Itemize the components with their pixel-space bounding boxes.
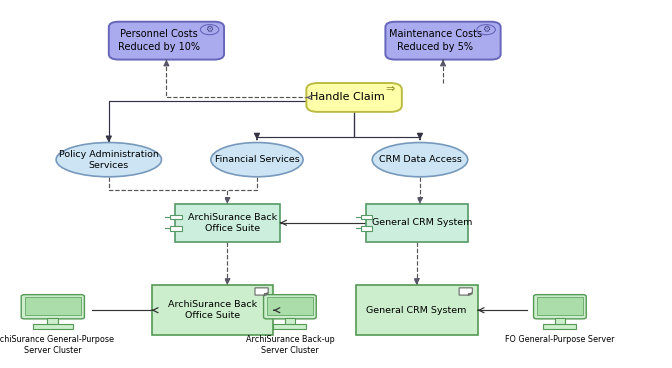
Text: ⚙: ⚙ (482, 25, 490, 34)
FancyBboxPatch shape (306, 83, 402, 112)
Bar (274, 324, 306, 329)
Bar (537, 297, 583, 315)
Bar (555, 318, 564, 325)
Bar (47, 318, 58, 325)
Polygon shape (263, 293, 268, 295)
Bar (33, 324, 73, 329)
Text: Handle Claim: Handle Claim (310, 92, 385, 102)
Bar (175, 204, 280, 242)
FancyBboxPatch shape (109, 22, 224, 60)
Bar (171, 215, 181, 219)
Text: Personnel Costs
Reduced by 10%: Personnel Costs Reduced by 10% (118, 29, 200, 52)
Bar (544, 324, 577, 329)
Bar (362, 215, 372, 219)
FancyBboxPatch shape (385, 22, 501, 60)
Bar (355, 285, 478, 336)
Polygon shape (468, 293, 472, 295)
Ellipse shape (211, 142, 303, 177)
Text: ArchiSurance Back
Office Suite: ArchiSurance Back Office Suite (168, 300, 257, 320)
Text: CRM Data Access: CRM Data Access (378, 155, 462, 164)
Text: General CRM System: General CRM System (366, 306, 467, 315)
Bar (24, 297, 81, 315)
Bar (362, 226, 372, 231)
Bar (171, 226, 181, 231)
Text: Financial Services: Financial Services (214, 155, 299, 164)
Polygon shape (459, 288, 472, 295)
FancyBboxPatch shape (263, 295, 317, 319)
Text: General CRM System: General CRM System (372, 218, 472, 227)
Text: ⇒: ⇒ (385, 85, 394, 95)
Text: Policy Administration
Services: Policy Administration Services (59, 150, 159, 170)
Bar (267, 297, 313, 315)
Ellipse shape (372, 142, 468, 177)
Text: ArchiSurance Back
Office Suite: ArchiSurance Back Office Suite (188, 213, 277, 233)
Text: Maintenance Costs
Reduced by 5%: Maintenance Costs Reduced by 5% (388, 29, 482, 52)
FancyBboxPatch shape (22, 295, 85, 319)
Bar (366, 204, 468, 242)
Text: ArchiSurance Back-up
Server Cluster: ArchiSurance Back-up Server Cluster (245, 335, 334, 355)
Text: ArchiSurance General-Purpose
Server Cluster: ArchiSurance General-Purpose Server Clus… (0, 335, 114, 355)
Text: FO General-Purpose Server: FO General-Purpose Server (505, 335, 615, 344)
Text: ⚙: ⚙ (206, 25, 214, 34)
Ellipse shape (56, 142, 161, 177)
Polygon shape (255, 288, 268, 295)
Bar (152, 285, 274, 336)
FancyBboxPatch shape (534, 295, 586, 319)
Bar (286, 318, 294, 325)
